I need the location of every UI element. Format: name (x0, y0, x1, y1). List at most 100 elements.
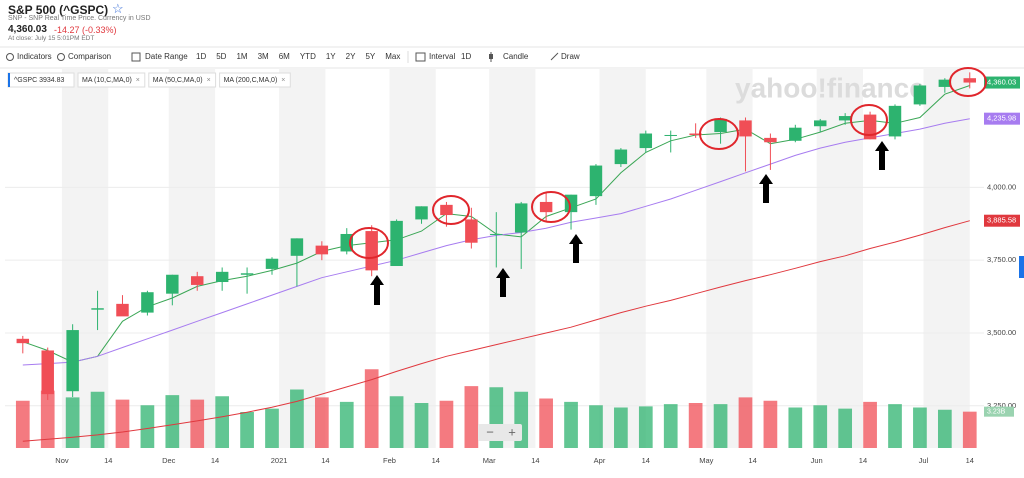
chip-close[interactable]: × (281, 77, 285, 84)
volume-bar (838, 408, 853, 448)
grid-band (279, 68, 326, 448)
candle-body (290, 238, 304, 256)
legend-label: ^GSPC 3934.83 (14, 77, 64, 84)
toolbar-interval[interactable]: Interval (429, 52, 455, 61)
annotation-circle (432, 195, 470, 225)
candle-body (215, 271, 229, 283)
volume-bar (788, 407, 803, 448)
candle-body (539, 201, 553, 213)
toolbar-candle[interactable]: Candle (503, 52, 529, 61)
volume-bar (888, 404, 902, 448)
candle-body (440, 204, 453, 216)
toolbar-range[interactable]: 2Y (346, 52, 356, 61)
legend-chip[interactable] (219, 72, 291, 88)
volume-bar (813, 405, 828, 448)
annotation-arrow (569, 234, 583, 263)
volume-bar (663, 404, 678, 448)
volume-bar (688, 403, 703, 448)
price-tag-label: 3,885.58 (987, 216, 1016, 225)
zoom-in[interactable]: + (508, 424, 516, 439)
candle-body (465, 219, 478, 243)
candle-body (689, 133, 702, 135)
toolbar-range[interactable]: 6M (279, 52, 290, 61)
candle-body (315, 245, 329, 255)
annotation-arrow (759, 174, 773, 203)
quote-price: 4,360.03 (8, 24, 47, 35)
price-tag (984, 112, 1020, 125)
candle-body (963, 78, 976, 83)
volume-bar (937, 409, 952, 448)
icon (415, 52, 426, 62)
annotation-circle (531, 191, 571, 223)
candle-body (91, 308, 104, 310)
toolbar-range[interactable]: 5Y (365, 52, 375, 61)
volume-bar (240, 412, 254, 448)
volume-bar (713, 404, 728, 448)
toolbar-interval-value[interactable]: 1D (461, 52, 471, 61)
candle-body (365, 231, 378, 271)
candle-body (166, 274, 179, 294)
annotation-circle (850, 104, 888, 136)
candle-body (888, 105, 902, 137)
toolbar-comparison[interactable]: Comparison (68, 52, 111, 61)
toolbar-range[interactable]: YTD (300, 52, 316, 61)
candle-body (240, 273, 254, 275)
candle-body (66, 330, 79, 392)
toolbar-range[interactable]: 5D (216, 52, 226, 61)
zoom-box (478, 424, 522, 441)
candle-body (589, 165, 603, 197)
annotation-arrow (370, 275, 384, 305)
grid-band (599, 68, 646, 448)
legend-chip[interactable] (148, 72, 217, 88)
volume-bar (564, 401, 578, 448)
annotation-circle (949, 67, 987, 97)
candle-body (764, 137, 777, 143)
toolbar-range[interactable]: 3M (258, 52, 269, 61)
chip-close[interactable]: × (207, 77, 211, 84)
candle-body (265, 258, 279, 269)
watermark: yahoo!finance (735, 72, 925, 103)
ma-line (22, 220, 970, 442)
y-tick-label: 3,250.00 (987, 401, 1016, 410)
y-tick-label: 3,750.00 (987, 255, 1016, 264)
volume-bar (339, 401, 354, 448)
x-tick-label: Feb (383, 456, 396, 465)
volume-bar (364, 369, 379, 448)
volume-bar (190, 399, 205, 448)
chip-close[interactable]: × (136, 77, 140, 84)
x-tick-label: 14 (321, 456, 329, 465)
watch-star[interactable]: ☆ (112, 1, 124, 16)
legend-chip[interactable] (77, 72, 146, 88)
volume-bar (614, 407, 628, 448)
candle-body (514, 203, 528, 233)
candle-body (141, 292, 154, 313)
toolbar-range[interactable]: 1M (236, 52, 247, 61)
volume-bar (115, 399, 130, 448)
volume-tag (984, 406, 1014, 417)
candle-body (415, 206, 428, 220)
candle-body (16, 338, 30, 344)
candle-body (714, 118, 727, 133)
annotation-arrow (875, 141, 889, 170)
price-tag (984, 76, 1020, 89)
volume-bar (962, 411, 977, 448)
volume-bar (539, 398, 553, 448)
side-tab[interactable] (1019, 256, 1024, 278)
toolbar-range[interactable]: 1D (196, 52, 206, 61)
y-tick-label: 4,000.00 (987, 182, 1016, 191)
zoom-out[interactable]: − (486, 424, 494, 439)
toolbar-range[interactable]: Max (385, 52, 400, 61)
x-tick-label: Nov (55, 456, 69, 465)
volume-bar (265, 408, 279, 448)
price-tag (984, 214, 1020, 227)
volume-bar (140, 405, 155, 448)
toolbar-date-range[interactable]: Date Range (145, 52, 188, 61)
volume-bar (215, 396, 230, 448)
x-tick-label: May (699, 456, 713, 465)
toolbar-range[interactable]: 1Y (326, 52, 336, 61)
icon (489, 54, 493, 59)
toolbar-indicators[interactable]: Indicators (17, 52, 52, 61)
volume-bar (389, 396, 404, 448)
toolbar-draw[interactable]: Draw (561, 52, 580, 61)
